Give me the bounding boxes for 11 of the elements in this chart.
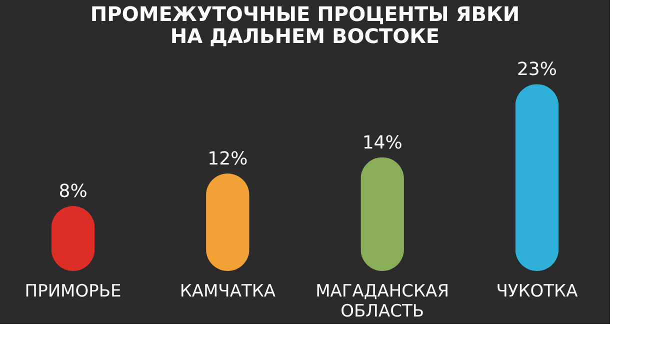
data-label: 12% (208, 148, 248, 170)
x-tick-label: ПРИМОРЬЕ (24, 282, 122, 302)
bar (360, 157, 404, 271)
data-label: 8% (58, 181, 88, 202)
data-label: 23% (516, 59, 557, 80)
data-label: 14% (362, 132, 402, 154)
x-tick-label: ЧУКОТКА (496, 282, 578, 302)
bar (515, 84, 559, 271)
x-tick-label: КАМЧАТКА (180, 282, 276, 302)
x-tick-label: МАГАДАНСКАЯ ОБЛАСТЬ (316, 282, 450, 322)
chart-title: ПРОМЕЖУТОЧНЫЕ ПРОЦЕНТЫ ЯВКИ НА ДАЛЬНЕМ ВОСТОКЕ (90, 2, 520, 48)
